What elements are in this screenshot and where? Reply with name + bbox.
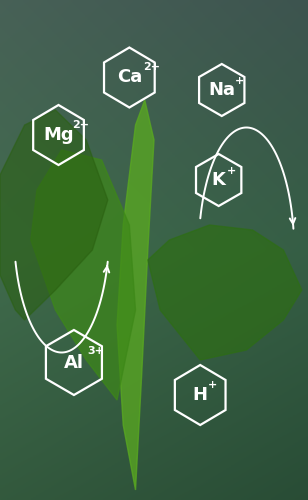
Text: +: +	[235, 76, 245, 86]
Text: +: +	[227, 166, 236, 176]
Text: H: H	[193, 386, 208, 404]
Text: K: K	[212, 171, 226, 189]
Text: 2+: 2+	[143, 62, 160, 72]
Text: 2+: 2+	[72, 120, 89, 130]
Text: +: +	[208, 380, 217, 390]
Polygon shape	[31, 150, 136, 400]
Text: Na: Na	[208, 81, 235, 99]
Polygon shape	[0, 110, 108, 320]
Text: Al: Al	[64, 354, 84, 372]
Polygon shape	[148, 225, 302, 360]
Text: Mg: Mg	[43, 126, 74, 144]
Text: 3+: 3+	[87, 346, 104, 356]
Text: Ca: Ca	[117, 68, 142, 86]
Polygon shape	[117, 100, 154, 490]
